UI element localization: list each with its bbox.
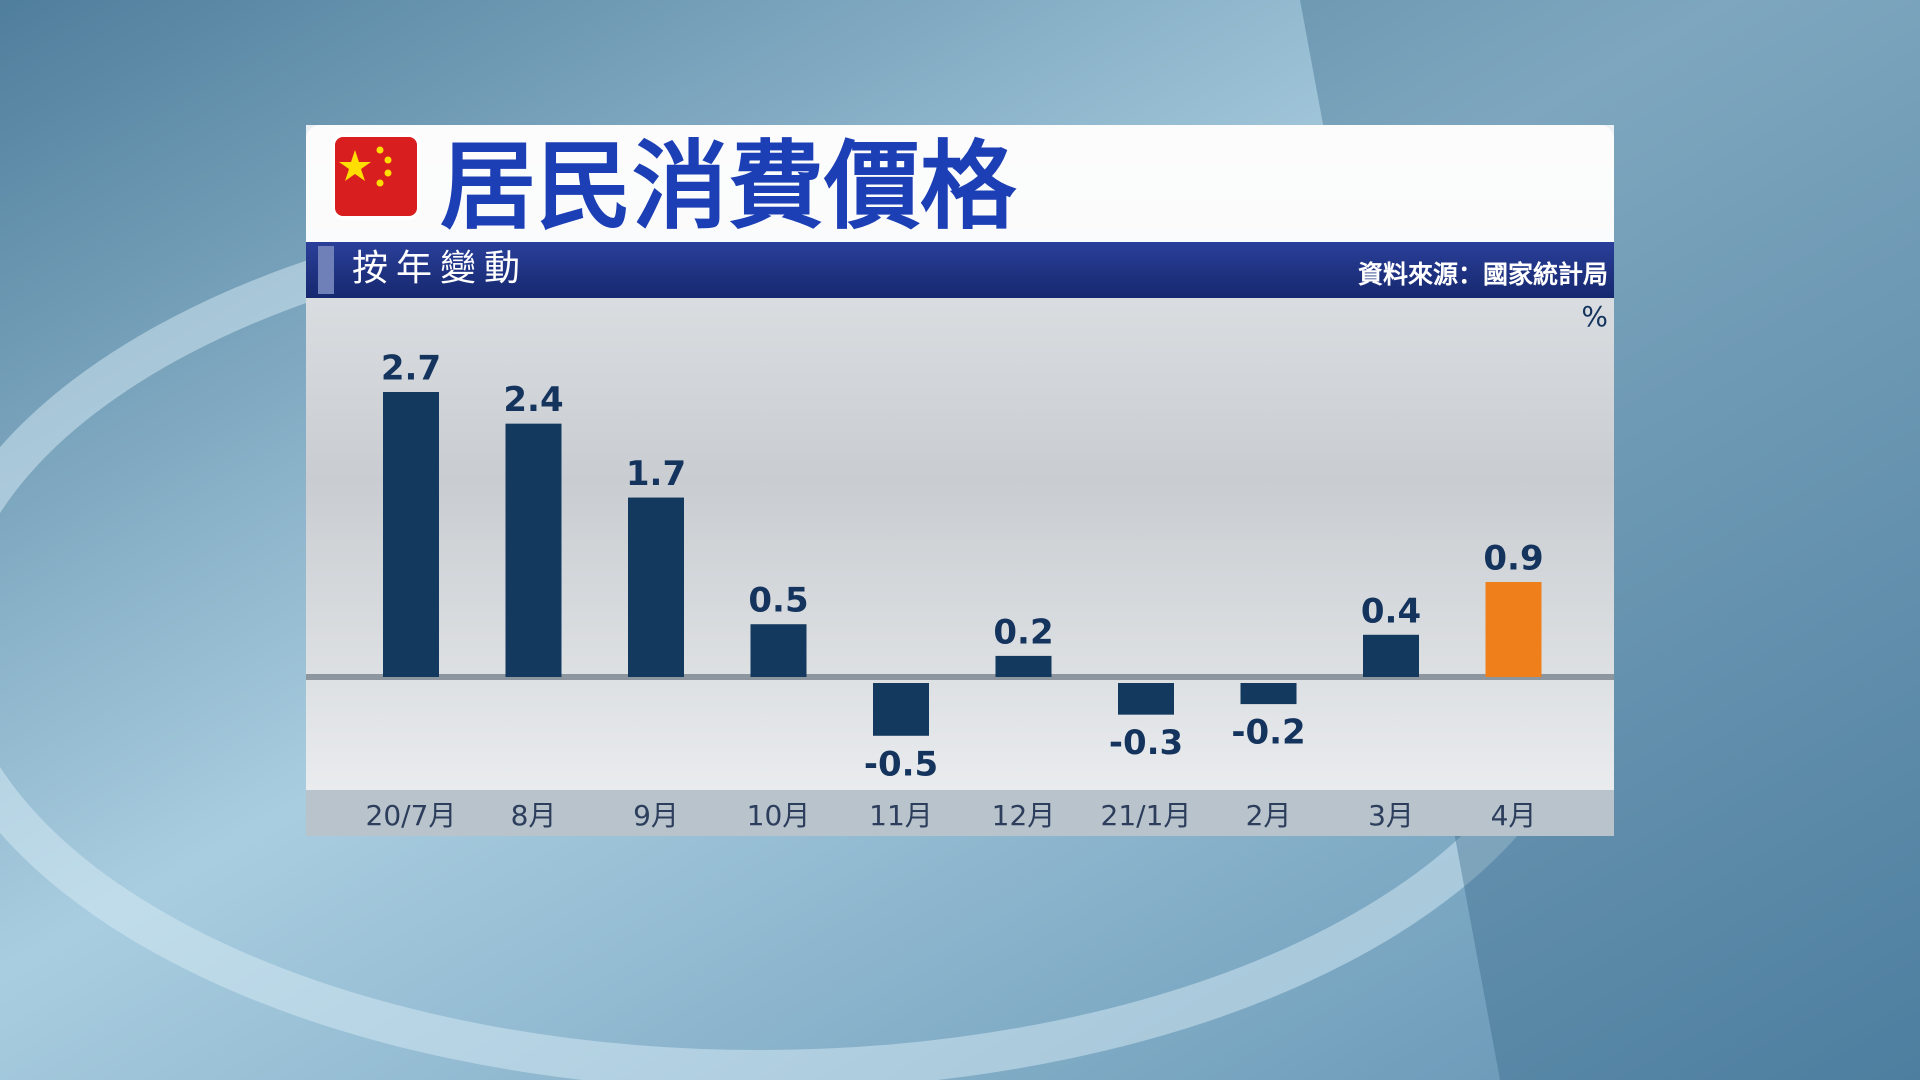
- x-tick-label: 8月: [511, 799, 557, 832]
- value-label: 2.4: [503, 380, 563, 420]
- flag-star: [384, 169, 392, 177]
- x-tick-label: 11月: [869, 799, 933, 832]
- x-tick-label: 3月: [1368, 799, 1414, 832]
- bar: [995, 655, 1052, 677]
- flag-star: [384, 156, 392, 164]
- bar: [1118, 683, 1174, 715]
- value-label: 0.2: [993, 612, 1053, 652]
- baseline: [306, 674, 1614, 680]
- value-label: -0.3: [1109, 723, 1183, 763]
- source-note: 資料來源：國家統計局: [1358, 260, 1608, 289]
- category-band: [306, 790, 1614, 836]
- x-tick-label: 4月: [1491, 799, 1537, 832]
- value-label: 1.7: [626, 454, 686, 494]
- flag-star: [376, 146, 384, 154]
- value-label: -0.2: [1231, 713, 1305, 753]
- chart-title: 居民消費價格: [440, 130, 1017, 242]
- value-label: 2.7: [381, 349, 441, 389]
- value-label: 0.5: [748, 581, 808, 621]
- flag-star: [376, 179, 384, 187]
- bar: [628, 497, 684, 677]
- title-strip: [306, 125, 1614, 242]
- subtitle-marker: [318, 246, 334, 294]
- value-label: -0.5: [864, 744, 938, 784]
- x-tick-label: 20/7月: [366, 799, 457, 832]
- flag: [331, 133, 421, 220]
- subtitle-band: [306, 242, 1614, 298]
- value-label: 0.4: [1361, 591, 1421, 631]
- bar: [1240, 683, 1297, 705]
- bar: [873, 683, 929, 736]
- unit-label: %: [1581, 300, 1608, 333]
- x-tick-label: 10月: [747, 799, 811, 832]
- x-tick-label: 12月: [992, 799, 1056, 832]
- bar: [1363, 634, 1419, 677]
- x-tick-label: 2月: [1246, 799, 1292, 832]
- bar: [750, 624, 807, 677]
- bars: 2.7 20/7月 2.4 8月 1.7 9月 0.5 10月 -0.5 11月 0.2 12月 -0.…: [366, 349, 1544, 833]
- bar: [1485, 582, 1542, 677]
- x-tick-label: 21/1月: [1101, 799, 1192, 832]
- flag-star: [339, 150, 371, 181]
- chart-subtitle: 按年變動: [352, 248, 528, 289]
- bar: [383, 392, 439, 677]
- value-label: 0.9: [1483, 539, 1543, 579]
- x-tick-label: 9月: [633, 799, 679, 832]
- bar: [505, 423, 562, 677]
